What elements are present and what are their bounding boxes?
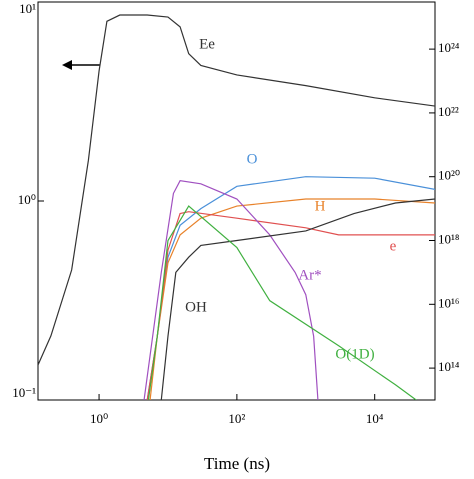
y-tick-label: 10¹: [19, 1, 36, 16]
series-label: OH: [185, 299, 207, 315]
series-line: [160, 198, 435, 400]
x-tick-label: 10⁴: [366, 411, 384, 426]
x-tick-label: 10²: [228, 411, 245, 426]
x-axis-label: Time (ns): [204, 454, 270, 473]
series-label: Ar*: [298, 267, 321, 283]
series-line: [146, 176, 435, 400]
series-line: [38, 14, 435, 366]
y-tick-label: 10⁻¹: [12, 385, 36, 400]
series-label: Ee: [199, 36, 215, 52]
series-label: O(1D): [335, 346, 374, 362]
x-tick-label: 10⁰: [90, 411, 108, 426]
y2-tick-label: 10¹⁸: [438, 231, 460, 246]
series-line: [143, 180, 319, 400]
series-label: e: [390, 238, 397, 254]
y2-tick-label: 10²⁰: [438, 168, 460, 183]
plot-frame: [37, 1, 436, 401]
y2-tick-label: 10²⁴: [438, 40, 460, 55]
y2-tick-label: 10¹⁶: [438, 295, 459, 310]
y-tick-label: 10⁰: [18, 192, 36, 207]
axis-arrow-head: [62, 60, 72, 70]
y2-tick-label: 10¹⁴: [438, 359, 460, 374]
series-label: O: [247, 151, 258, 167]
series-label: H: [315, 198, 326, 214]
y2-tick-label: 10²²: [438, 104, 459, 119]
series-line: [147, 205, 417, 400]
